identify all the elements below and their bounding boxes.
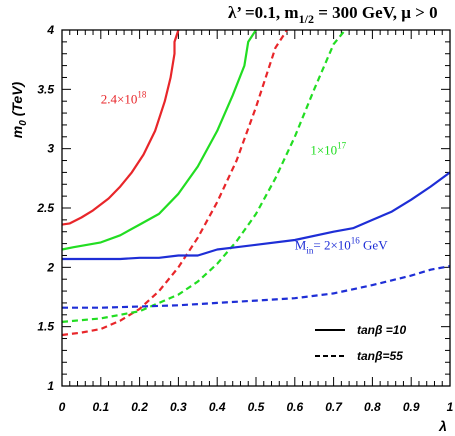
- red-dashed-curve: [61, 29, 288, 337]
- green-solid-curve: [61, 29, 257, 251]
- blue-solid-curve: [62, 171, 451, 261]
- green-curve-label: 1×1017: [310, 141, 346, 158]
- y-tick-label: 3: [47, 142, 54, 156]
- annotations: 2.4×1018 1×1017 Min= 2×1016 GeV: [101, 90, 388, 256]
- title-sub: 1/2: [299, 12, 314, 26]
- chart-title: λ’ =0.1, m1/2 = 300 GeV, μ > 0: [228, 3, 438, 26]
- x-axis-label: λ: [438, 418, 447, 434]
- x-tick-label: 0.3: [170, 400, 187, 414]
- label-prefix: M: [295, 238, 307, 253]
- blue-curve-label: Min= 2×1016 GeV: [295, 236, 388, 256]
- x-tick-label: 0.4: [209, 400, 226, 414]
- label-base: 2.4×10: [101, 92, 138, 107]
- y-tick-label: 2: [46, 260, 54, 274]
- x-tick-label: 0.5: [248, 400, 265, 414]
- ylabel-sub: 0: [18, 120, 29, 126]
- y-tick-label: 1.5: [37, 320, 54, 334]
- y-axis-label: m0 (TeV): [9, 81, 29, 138]
- ylabel-suffix: (TeV): [9, 81, 25, 120]
- x-tick-label: 0: [59, 400, 66, 414]
- legend-label: tanβ =10: [357, 323, 406, 337]
- y-tick-label: 3.5: [37, 82, 54, 96]
- label-exponent: 16: [351, 236, 361, 246]
- x-tick-label: 0.8: [364, 400, 381, 414]
- label-base: 1×10: [310, 143, 337, 158]
- red-solid-curve: [61, 29, 180, 226]
- legend: tanβ =10 tanβ=55: [315, 323, 406, 363]
- x-tick-label: 0.7: [325, 400, 343, 414]
- label-exponent: 18: [137, 90, 147, 100]
- x-tick-label: 0.6: [286, 400, 303, 414]
- blue-dashed-curve: [62, 265, 451, 309]
- green-dashed-curve: [61, 29, 347, 323]
- y-tick-label: 2.5: [36, 201, 54, 215]
- ylabel-main: m: [9, 126, 25, 138]
- label-mid: = 2×10: [313, 238, 350, 253]
- title-suffix: = 300 GeV, μ > 0: [314, 3, 438, 22]
- x-tick-label: 0.1: [92, 400, 109, 414]
- y-tick-label: 1: [47, 379, 54, 393]
- x-tick-label: 1: [447, 400, 454, 414]
- legend-label: tanβ=55: [357, 349, 403, 363]
- label-suffix: GeV: [360, 238, 388, 253]
- red-curve-label: 2.4×1018: [101, 90, 147, 107]
- label-sub: in: [306, 246, 314, 256]
- y-tick-label: 4: [46, 23, 54, 37]
- label-exponent: 17: [337, 141, 347, 151]
- x-tick-label: 0.9: [403, 400, 420, 414]
- curves: [61, 29, 451, 337]
- title-prefix: λ’ =0.1, m: [228, 3, 299, 22]
- plot-frame: [61, 29, 451, 387]
- x-tick-label: 0.2: [131, 400, 148, 414]
